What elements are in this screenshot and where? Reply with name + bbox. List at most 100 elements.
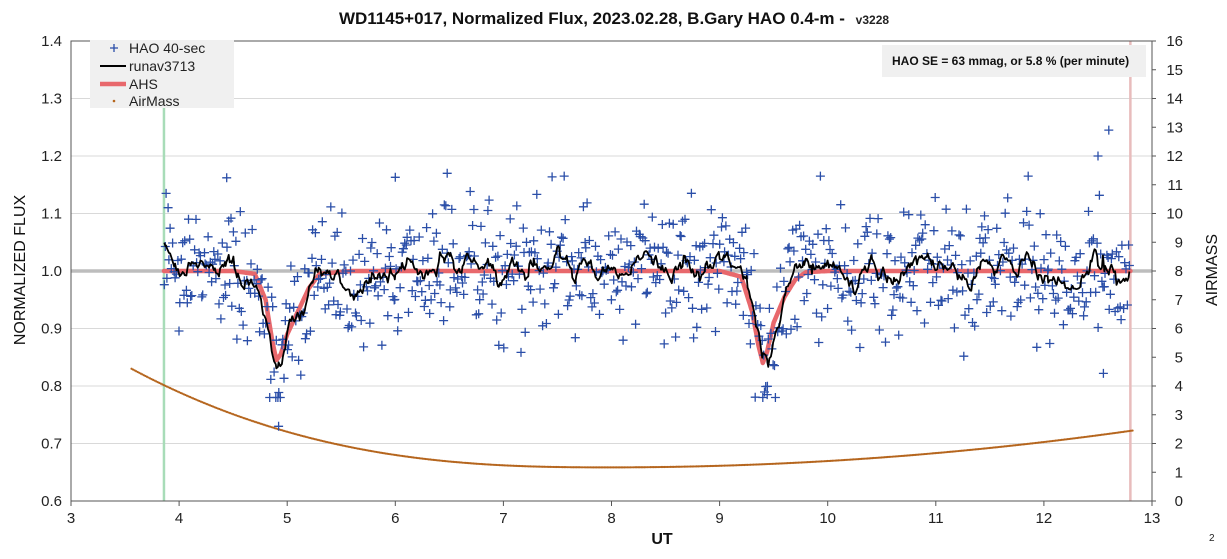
hao-point [168,238,178,248]
hao-point [314,274,324,284]
airmass-point [657,465,660,469]
airmass-point [624,466,627,469]
hao-point [920,220,930,230]
hao-point [445,302,455,312]
hao-point [695,265,705,275]
airmass-point [577,466,580,469]
hao-point [1043,264,1053,274]
hao-point [459,289,469,299]
hao-point [464,247,474,257]
hao-point [744,319,754,328]
hao-point [475,295,485,305]
hao-point [728,238,738,248]
hao-point [242,336,252,346]
hao-point [1010,277,1020,287]
hao-point [426,295,436,305]
hao-point [900,258,910,268]
hao-point [587,302,597,312]
hao-point [633,274,643,284]
hao-point [882,249,892,259]
hao-point [1122,300,1132,310]
hao-point [409,236,419,245]
hao-point [324,300,334,310]
hao-point [1080,302,1089,312]
ahs-line [161,268,1133,366]
hao-point [445,285,455,295]
hao-point [920,318,929,328]
hao-point [960,310,970,320]
airmass-point [547,465,550,468]
hao-point [836,200,846,210]
hao-point [575,290,585,300]
legend-entry-runav: runav3713 [100,58,195,74]
hao-point [1050,308,1059,318]
hao-point [749,249,759,259]
hao-point [454,254,464,263]
hao-point [305,326,315,336]
hao-point [595,309,604,319]
airmass-point [627,466,631,469]
hao-point [655,275,665,284]
airmass-point [706,465,709,468]
hao-point [286,261,296,271]
hao-point [1009,243,1018,253]
hao-point [1060,241,1070,251]
hao-point [285,303,295,313]
hao-point [861,222,871,232]
hao-point [679,286,689,296]
hao-point [346,266,355,276]
hao-point [246,259,256,269]
hao-point [1079,311,1089,321]
airmass-point [661,465,664,469]
hao-point [267,292,277,302]
hao-point [419,302,429,311]
hao-point [686,188,696,198]
hao-point [174,326,184,336]
hao-point [943,255,952,265]
hao-point [530,248,540,258]
airmass-point [652,466,655,469]
hao-point [705,253,715,263]
hao-point [721,221,731,231]
airmass-point [620,466,623,469]
hao-point [1092,238,1102,248]
hao-point [547,172,557,182]
hao-point [222,173,232,183]
hao-point [181,285,191,295]
y-tick-label: 1.0 [41,263,62,280]
airmass-point [533,465,537,468]
hao-point [1052,230,1062,240]
airmass-point [674,465,677,468]
hao-point [783,244,793,254]
hao-point [1036,263,1046,273]
y2-tick-label: 6 [1175,321,1183,338]
hao-point [197,292,207,302]
hao-point [451,283,461,293]
hao-point [453,274,463,284]
hao-point [501,280,511,289]
airmass-point [684,465,688,468]
hao-point [487,299,497,309]
hao-point [717,222,726,232]
legend-label-hao: HAO 40-sec [129,40,205,56]
hao-point [1093,323,1103,332]
airmass-point [561,466,564,469]
y2-tick-label: 16 [1166,33,1183,50]
hao-point [827,249,837,258]
hao-point [741,223,751,233]
y2-axis-label: AIRMASS [1204,234,1221,306]
hao-point [384,252,394,261]
hao-point [692,322,702,332]
hao-point [476,221,486,231]
airmass-point [738,464,741,467]
hao-point [790,314,800,324]
hao-point [337,208,347,218]
hao-point [694,277,703,287]
y2-tick-label: 7 [1175,292,1183,309]
hao-point [290,276,299,286]
airmass-point [641,466,644,469]
hao-point [1023,171,1033,181]
hao-point [1046,248,1056,258]
airmass-point [777,462,780,465]
